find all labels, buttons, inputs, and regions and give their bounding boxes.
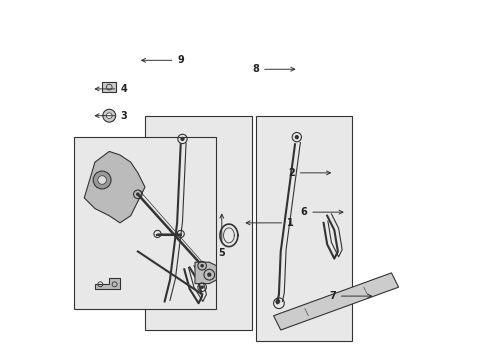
Text: 8: 8 xyxy=(252,64,294,74)
Polygon shape xyxy=(84,152,145,223)
Polygon shape xyxy=(273,273,398,330)
Text: 7: 7 xyxy=(329,291,371,301)
Text: 9: 9 xyxy=(142,55,184,65)
Circle shape xyxy=(294,135,299,139)
Circle shape xyxy=(98,176,106,184)
Circle shape xyxy=(200,264,204,267)
Circle shape xyxy=(93,171,111,189)
Circle shape xyxy=(276,299,280,303)
Text: 1: 1 xyxy=(246,218,294,228)
Text: 2: 2 xyxy=(288,168,330,178)
Polygon shape xyxy=(145,116,252,330)
Circle shape xyxy=(136,193,140,196)
Circle shape xyxy=(103,109,116,122)
Circle shape xyxy=(106,113,112,118)
Polygon shape xyxy=(95,278,120,289)
Polygon shape xyxy=(256,116,352,341)
Polygon shape xyxy=(74,137,217,309)
Text: 6: 6 xyxy=(300,207,343,217)
Text: 5: 5 xyxy=(219,214,225,258)
Text: 4: 4 xyxy=(95,84,127,94)
Text: 3: 3 xyxy=(95,111,127,121)
Circle shape xyxy=(180,137,185,141)
Circle shape xyxy=(207,273,211,277)
Polygon shape xyxy=(102,82,117,93)
Circle shape xyxy=(200,285,204,289)
Polygon shape xyxy=(195,262,217,284)
